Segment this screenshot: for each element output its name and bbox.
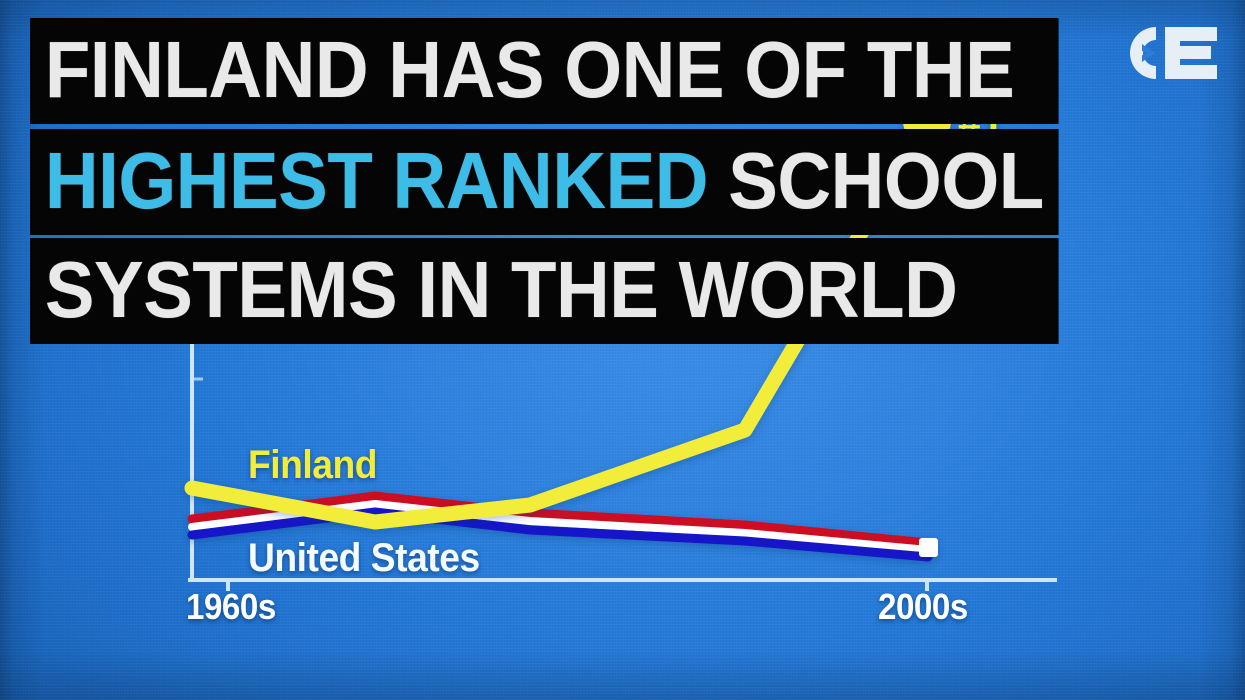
logo-letter-c-icon xyxy=(1130,27,1156,79)
x-axis-tick-label-1960s: 1960s xyxy=(186,586,276,627)
series-label-united-states: United States xyxy=(248,536,480,580)
logo-chevron-right-icon xyxy=(1142,44,1155,62)
chart-axes xyxy=(188,336,1057,591)
x-axis-tick-label-2000s: 2000s xyxy=(878,586,968,627)
headline-line-3: SYSTEMS IN THE WORLD xyxy=(30,238,1059,344)
headline-line-2-rest: SCHOOL xyxy=(708,136,1044,225)
us-line-blue xyxy=(187,507,933,562)
logo-letter-e-bar-bottom xyxy=(1165,65,1217,79)
brand-logo-ce[interactable] xyxy=(1115,22,1223,84)
headline-line-1: FINLAND HAS ONE OF THE xyxy=(30,18,1059,124)
logo-letter-e-bar-top xyxy=(1165,27,1217,41)
headline-block: FINLAND HAS ONE OF THE HIGHEST RANKED SC… xyxy=(30,18,1136,344)
headline-line-2: HIGHEST RANKED SCHOOL xyxy=(30,129,1059,235)
logo-letter-e-bar-mid xyxy=(1165,46,1211,59)
series-label-finland: Finland xyxy=(248,443,378,487)
us-endpoint-marker xyxy=(919,538,938,557)
headline-highlight-highest-ranked: HIGHEST RANKED xyxy=(44,136,709,225)
